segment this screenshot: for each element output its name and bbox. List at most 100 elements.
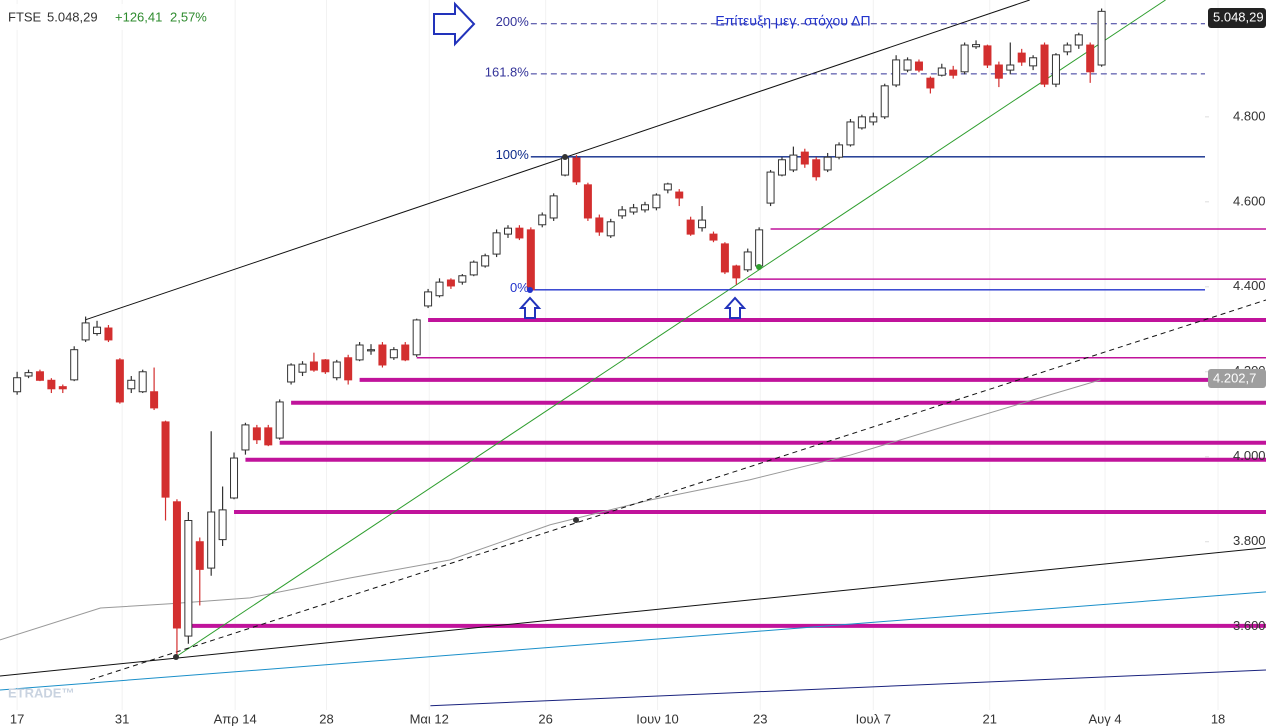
candle-body bbox=[937, 67, 946, 76]
candle-body bbox=[903, 59, 912, 71]
candle-body bbox=[161, 421, 170, 498]
candle-body bbox=[184, 519, 193, 637]
x-tick-label: 17 bbox=[10, 711, 24, 726]
ma-tag: 4.202,7 bbox=[1213, 370, 1256, 385]
candle-body bbox=[983, 45, 992, 66]
candle-body bbox=[58, 386, 67, 390]
candle-body bbox=[47, 379, 56, 390]
candle-body bbox=[344, 357, 353, 381]
moving-average bbox=[0, 379, 1101, 641]
candle-body bbox=[812, 159, 821, 178]
target-arrow bbox=[433, 1, 476, 47]
candle-body bbox=[743, 251, 752, 271]
candle-body bbox=[618, 209, 627, 217]
candle-body bbox=[789, 154, 798, 171]
trendline bbox=[0, 591, 1266, 691]
candle-body bbox=[709, 233, 718, 241]
candle-body bbox=[355, 344, 364, 361]
candle-body bbox=[321, 359, 330, 373]
trendline bbox=[90, 299, 1266, 681]
candle-body bbox=[1097, 10, 1106, 66]
candle-body bbox=[81, 322, 90, 341]
candle-body bbox=[24, 372, 33, 377]
up-arrow bbox=[518, 296, 542, 319]
candle-body bbox=[549, 195, 558, 219]
price-tag: 5.048,29 bbox=[1213, 9, 1264, 24]
candle-body bbox=[994, 64, 1003, 79]
candle-body bbox=[960, 44, 969, 73]
change-pct: 2,57% bbox=[170, 9, 207, 24]
candle-body bbox=[230, 457, 239, 499]
x-tick-label: Απρ 14 bbox=[214, 711, 257, 726]
candle-body bbox=[561, 157, 570, 176]
candle-body bbox=[195, 541, 204, 570]
candle-body bbox=[1063, 44, 1072, 53]
trendline bbox=[0, 547, 1266, 677]
trendline bbox=[175, 0, 1166, 658]
candle-body bbox=[835, 144, 844, 158]
candles-layer bbox=[13, 8, 1106, 657]
grid-layer bbox=[16, 0, 1219, 710]
candle-body bbox=[857, 116, 866, 129]
candle-body bbox=[93, 326, 102, 335]
candle-body bbox=[800, 151, 809, 165]
x-tick-label: 31 bbox=[115, 711, 129, 726]
labels-layer: 17 31 Απρ 14 28 Μαι 12 26 Ιουν 10 23 Ιουλ 7 21 Αυγ… bbox=[10, 14, 1266, 726]
x-tick-label: 18 bbox=[1211, 711, 1225, 726]
candle-body bbox=[686, 219, 695, 235]
symbol: FTSE bbox=[8, 9, 42, 24]
lines-layer bbox=[0, 0, 1266, 707]
candle-body bbox=[732, 265, 741, 279]
candle-body bbox=[1086, 44, 1095, 73]
candle-body bbox=[275, 401, 284, 439]
x-tick-label: 23 bbox=[753, 711, 767, 726]
x-tick-label: Ιουλ 7 bbox=[856, 711, 891, 726]
candle-body bbox=[892, 59, 901, 86]
candle-body bbox=[309, 361, 318, 371]
candle-body bbox=[1074, 34, 1083, 46]
candle-body bbox=[572, 157, 581, 183]
candle-body bbox=[823, 156, 832, 171]
candle-body bbox=[150, 391, 159, 409]
anchor-dot bbox=[562, 154, 568, 160]
candle-body bbox=[115, 359, 124, 403]
candle-body bbox=[412, 319, 421, 356]
candle-body bbox=[1051, 54, 1060, 85]
candle-body bbox=[13, 377, 22, 393]
candle-body bbox=[869, 116, 878, 123]
header-box bbox=[0, 4, 222, 30]
candle-body bbox=[469, 261, 478, 276]
candle-body bbox=[914, 61, 923, 71]
candle-body bbox=[652, 194, 661, 209]
candle-body bbox=[35, 371, 44, 381]
candle-body bbox=[424, 291, 433, 307]
candle-body bbox=[298, 363, 307, 373]
candle-body bbox=[698, 219, 707, 229]
candle-body bbox=[880, 85, 889, 118]
candle-body bbox=[287, 364, 296, 383]
candle-body bbox=[538, 214, 547, 226]
candle-body bbox=[218, 509, 227, 541]
candle-body bbox=[1040, 44, 1049, 85]
anchor-dot bbox=[573, 517, 579, 523]
candle-body bbox=[663, 183, 672, 191]
price-tag-box bbox=[1208, 8, 1266, 28]
candle-body bbox=[207, 511, 216, 569]
price: 5.048,29 bbox=[47, 9, 98, 24]
candle-body bbox=[252, 427, 261, 441]
candle-body bbox=[583, 184, 592, 219]
candle-body bbox=[458, 275, 467, 283]
x-tick-label: Αυγ 4 bbox=[1088, 711, 1121, 726]
y-tick-label: 4.600 bbox=[1233, 193, 1266, 208]
candle-body bbox=[606, 221, 615, 237]
candle-body bbox=[515, 227, 524, 239]
candle-body bbox=[1006, 64, 1015, 71]
candle-body bbox=[435, 281, 444, 297]
candle-body bbox=[640, 204, 649, 211]
candle-body bbox=[401, 344, 410, 361]
candle-body bbox=[446, 279, 455, 287]
x-tick-label: 26 bbox=[538, 711, 552, 726]
y-tick-label: 4.000 bbox=[1233, 448, 1266, 463]
trendline bbox=[84, 0, 1030, 321]
